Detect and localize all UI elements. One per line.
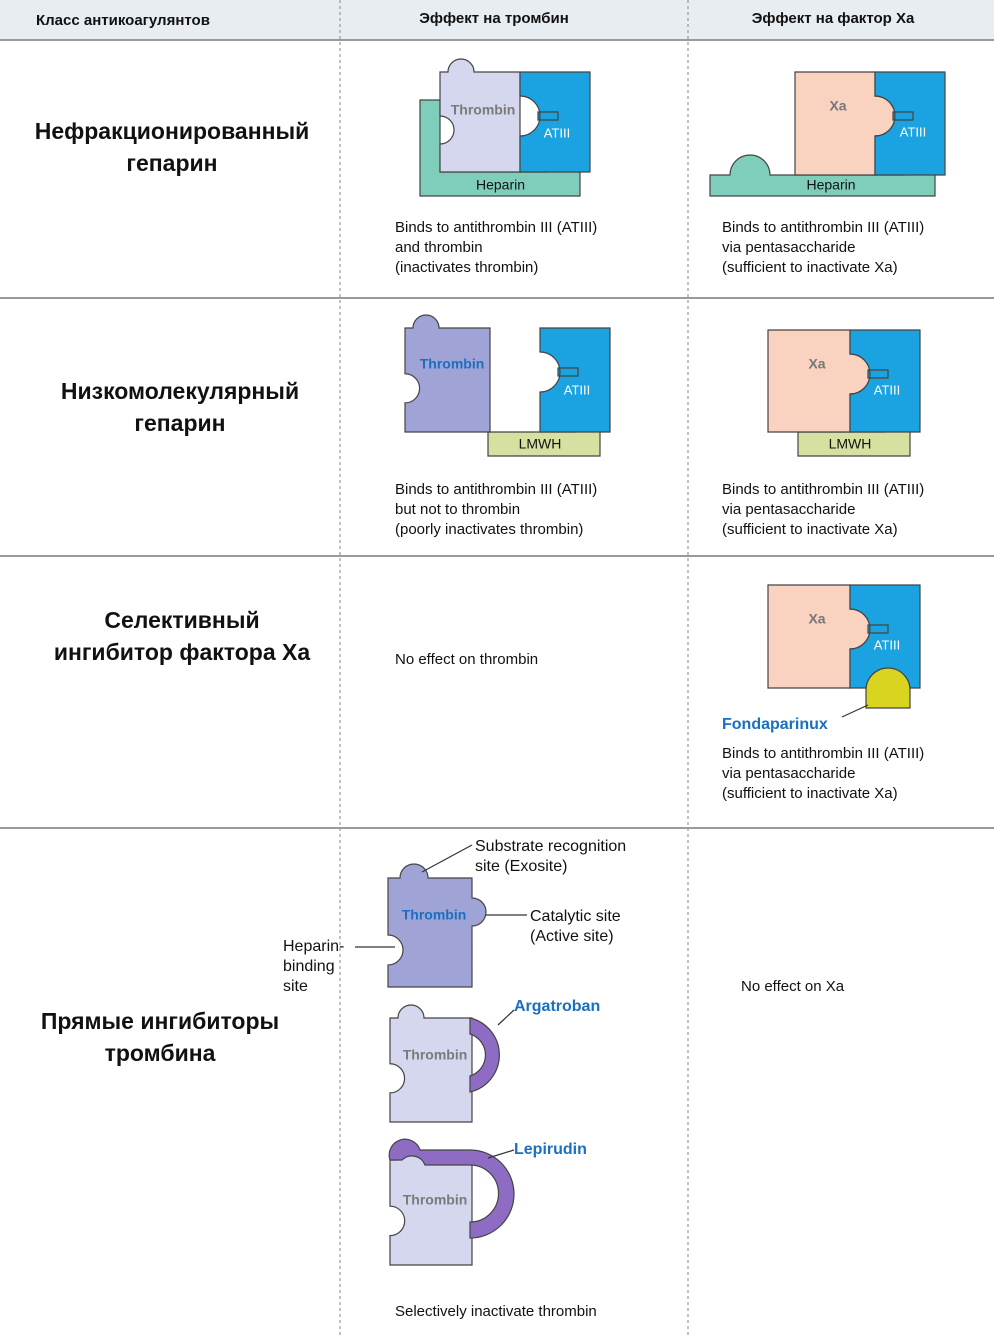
label: Lepirudin	[514, 1141, 587, 1158]
header-cell: Эффект на фактор Xa	[752, 10, 915, 27]
label: Heparin-	[283, 938, 344, 955]
label: Argatroban	[514, 998, 600, 1015]
label: No effect on Xa	[741, 978, 845, 995]
label: Fondaparinux	[722, 716, 828, 733]
label: binding	[283, 958, 335, 975]
label: via pentasaccharide	[722, 239, 855, 256]
label: (Active site)	[530, 928, 614, 945]
class-name: гепарин	[126, 150, 217, 176]
label: Thrombin	[420, 356, 485, 372]
leader-line	[841, 704, 869, 718]
leader-line	[487, 1149, 515, 1159]
leader-line	[497, 1009, 515, 1026]
class-name: тромбина	[105, 1040, 216, 1066]
label: Heparin	[806, 177, 855, 193]
label: LMWH	[829, 436, 872, 452]
label: Thrombin	[402, 907, 467, 923]
label: Binds to antithrombin III (ATIII)	[722, 481, 924, 498]
label: via pentasaccharide	[722, 501, 855, 518]
fondaparinux-shape	[865, 667, 911, 709]
label: site (Exosite)	[475, 858, 567, 875]
class-name: Низкомолекулярный	[61, 378, 299, 404]
thrombin-shape	[387, 863, 487, 988]
label: Thrombin	[403, 1192, 468, 1208]
thrombin-shape	[404, 314, 491, 433]
label: (sufficient to inactivate Xa)	[722, 259, 898, 276]
label: (inactivates thrombin)	[395, 259, 538, 276]
atiii-shape	[874, 71, 946, 176]
atiii-shape	[539, 327, 611, 433]
lepirudin-shape	[388, 1138, 515, 1239]
label: ATIII	[544, 125, 570, 140]
label: via pentasaccharide	[722, 765, 855, 782]
class-name: Селективный	[104, 607, 259, 633]
label: (sufficient to inactivate Xa)	[722, 785, 898, 802]
label: Binds to antithrombin III (ATIII)	[722, 219, 924, 236]
leader-line	[421, 844, 473, 873]
label: Catalytic site	[530, 908, 621, 925]
thrombin-shape	[439, 58, 521, 173]
label: Heparin	[476, 177, 525, 193]
label: Thrombin	[451, 102, 516, 118]
label: (poorly inactivates thrombin)	[395, 521, 583, 538]
label: site	[283, 978, 308, 995]
label: Binds to antithrombin III (ATIII)	[395, 219, 597, 236]
label: (sufficient to inactivate Xa)	[722, 521, 898, 538]
argatroban-shape	[469, 1017, 500, 1093]
label: Binds to antithrombin III (ATIII)	[395, 481, 597, 498]
header-cell: Класс антикоагулянтов	[36, 12, 210, 29]
thrombin-shape	[389, 1004, 473, 1123]
atiii-shape	[849, 584, 921, 689]
label: Thrombin	[403, 1047, 468, 1063]
label: Substrate recognition	[475, 838, 626, 855]
label: LMWH	[519, 436, 562, 452]
class-name: ингибитор фактора Xa	[54, 639, 311, 665]
label: Xa	[808, 356, 825, 372]
label: Xa	[829, 98, 846, 114]
atiii-shape	[519, 71, 591, 173]
label: ATIII	[874, 382, 900, 397]
label: ATIII	[874, 637, 900, 652]
label: ATIII	[900, 124, 926, 139]
label: Xa	[808, 611, 825, 627]
class-name: гепарин	[134, 410, 225, 436]
label: but not to thrombin	[395, 501, 520, 518]
header-cell: Эффект на тромбин	[419, 10, 569, 27]
class-name: Нефракционированный	[35, 118, 310, 144]
class-name: Прямые ингибиторы	[41, 1008, 279, 1034]
label: ATIII	[564, 382, 590, 397]
atiii-shape	[849, 329, 921, 433]
label: No effect on thrombin	[395, 651, 538, 668]
label: and thrombin	[395, 239, 483, 256]
label: Selectively inactivate thrombin	[395, 1303, 597, 1320]
label: Binds to antithrombin III (ATIII)	[722, 745, 924, 762]
header-bg	[0, 0, 994, 40]
